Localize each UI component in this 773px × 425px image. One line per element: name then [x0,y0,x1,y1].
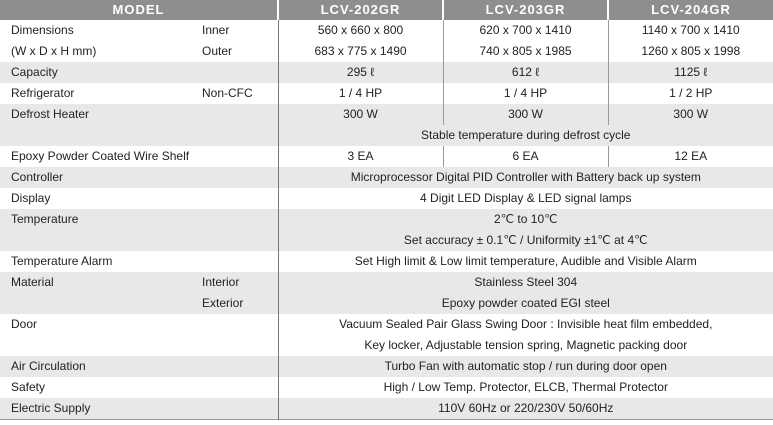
label-safety: Safety [11,380,46,394]
value-temperature-accuracy: Set accuracy ± 0.1℃ / Uniformity ±1℃ at … [277,230,773,251]
header-model: MODEL [0,0,279,20]
row-capacity: Capacity 295 ℓ 612 ℓ 1125 ℓ [0,62,773,83]
row-safety: Safety High / Low Temp. Protector, ELCB,… [0,377,773,398]
label-dimensions-units: (W x D x H mm) [11,44,97,58]
blank [0,230,279,251]
row-dimensions-inner: Dimensions Inner 560 x 660 x 800 620 x 7… [0,20,773,41]
row-electric: Electric Supply 110V 60Hz or 220/230V 50… [0,398,773,420]
blank [0,293,200,314]
row-air: Air Circulation Turbo Fan with automatic… [0,356,773,377]
label-air: Air Circulation [0,356,279,377]
value-door-2: Key locker, Adjustable tension spring, M… [277,335,773,356]
row-controller: Controller Microprocessor Digital PID Co… [0,167,773,188]
value-temperature: 2℃ to 10℃ [277,209,773,230]
value-display: 4 Digit LED Display & LED signal lamps [277,188,773,209]
value-alarm: Set High limit & Low limit temperature, … [277,251,773,272]
value-exterior: Epoxy powder coated EGI steel [277,293,773,314]
cell: 12 EA [607,146,773,167]
value-air: Turbo Fan with automatic stop / run duri… [277,356,773,377]
cell: 620 x 700 x 1410 [442,20,609,41]
cell: 1260 x 805 x 1998 [607,41,773,62]
row-display: Display 4 Digit LED Display & LED signal… [0,188,773,209]
cell: 1 / 4 HP [442,83,609,104]
cell: 1 / 4 HP [277,83,444,104]
cell: 1140 x 700 x 1410 [607,20,773,41]
label-display: Display [11,191,51,205]
cell: 6 EA [442,146,609,167]
blank [0,125,279,146]
blank [0,335,278,356]
sub-non-cfc: Non-CFC [202,86,253,100]
row-material-interior: Material Interior Stainless Steel 304 [0,272,773,293]
label-shelf: Epoxy Powder Coated Wire Shelf [11,149,190,163]
row-dimensions-outer: (W x D x H mm) Outer 683 x 775 x 1490 74… [0,41,773,62]
label-refrigerator: Refrigerator [11,86,75,100]
sub-outer: Outer [202,44,233,58]
row-door-2: Key locker, Adjustable tension spring, M… [0,335,773,356]
row-refrigerator: Refrigerator Non-CFC 1 / 4 HP 1 / 4 HP 1… [0,83,773,104]
row-temperature: Temperature 2℃ to 10℃ [0,209,773,230]
cell: 300 W [607,104,773,125]
label-controller: Controller [0,167,279,188]
value-door: Vacuum Sealed Pair Glass Swing Door : In… [277,314,773,335]
header-row: MODEL LCV-202GR LCV-203GR LCV-204GR [0,0,773,20]
row-door: Door Vacuum Sealed Pair Glass Swing Door… [0,314,773,335]
value-electric: 110V 60Hz or 220/230V 50/60Hz [277,398,773,420]
label-temperature: Temperature [0,209,279,230]
label-dimensions: Dimensions [11,23,74,37]
cell: 740 x 805 x 1985 [442,41,609,62]
label-alarm: Temperature Alarm [11,254,113,268]
defrost-note: Stable temperature during defrost cycle [277,125,773,146]
row-temperature-accuracy: Set accuracy ± 0.1℃ / Uniformity ±1℃ at … [0,230,773,251]
sub-interior: Interior [200,272,279,293]
cell: 612 ℓ [442,62,609,83]
value-interior: Stainless Steel 304 [277,272,773,293]
header-model-3: LCV-204GR [607,0,773,20]
cell: 683 x 775 x 1490 [277,41,444,62]
label-capacity: Capacity [0,62,279,83]
cell: 3 EA [277,146,444,167]
sub-exterior: Exterior [200,293,279,314]
cell: 295 ℓ [277,62,444,83]
row-defrost-note: Stable temperature during defrost cycle [0,125,773,146]
cell: 560 x 660 x 800 [277,20,444,41]
header-model-2: LCV-203GR [442,0,609,20]
cell: 300 W [277,104,444,125]
header-model-1: LCV-202GR [277,0,444,20]
value-safety: High / Low Temp. Protector, ELCB, Therma… [277,377,773,398]
row-defrost: Defrost Heater 300 W 300 W 300 W [0,104,773,125]
cell: 1125 ℓ [607,62,773,83]
row-alarm: Temperature Alarm Set High limit & Low l… [0,251,773,272]
cell: 1 / 2 HP [607,83,773,104]
value-controller: Microprocessor Digital PID Controller wi… [277,167,773,188]
sub-inner: Inner [202,23,230,37]
label-electric: Electric Supply [0,398,279,420]
row-material-exterior: Exterior Epoxy powder coated EGI steel [0,293,773,314]
label-defrost: Defrost Heater [0,104,279,125]
label-door: Door [11,317,38,331]
cell: 300 W [442,104,609,125]
row-shelf: Epoxy Powder Coated Wire Shelf 3 EA 6 EA… [0,146,773,167]
label-material: Material [0,272,200,293]
